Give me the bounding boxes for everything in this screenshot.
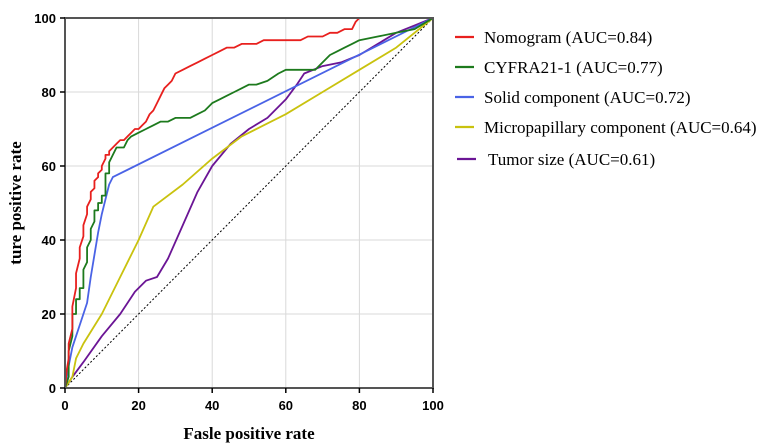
y-axis-title: ture positive rate xyxy=(6,141,25,265)
legend-label-0: Nomogram (AUC=0.84) xyxy=(484,28,652,47)
x-tick-label: 0 xyxy=(61,398,68,413)
legend-label-4: Tumor size (AUC=0.61) xyxy=(488,150,655,169)
x-tick-label: 40 xyxy=(205,398,219,413)
x-tick-label: 80 xyxy=(352,398,366,413)
y-tick-label: 60 xyxy=(42,159,56,174)
series-group xyxy=(64,17,434,389)
legend-label-1: CYFRA21-1 (AUC=0.77) xyxy=(484,58,663,77)
x-tick-label: 100 xyxy=(422,398,444,413)
series-line-3 xyxy=(64,17,434,389)
reference-diagonal-line xyxy=(64,17,434,389)
legend: Nomogram (AUC=0.84) CYFRA21-1 (AUC=0.77) S… xyxy=(455,28,757,169)
x-axis-title: Fasle positive rate xyxy=(183,424,315,443)
y-tick-label: 80 xyxy=(42,85,56,100)
y-tick-label: 100 xyxy=(34,11,56,26)
series-line-0 xyxy=(64,17,433,389)
y-tick-label: 20 xyxy=(42,307,56,322)
plot-frame xyxy=(64,17,434,389)
legend-label-3: Micropapillary component (AUC=0.64) xyxy=(484,118,757,137)
series-line-2 xyxy=(64,17,434,389)
series-line-1 xyxy=(64,17,434,389)
axis-ticks: 0 20 40 60 80 100 0 20 40 60 80 100 xyxy=(34,11,444,413)
x-tick-label: 60 xyxy=(279,398,293,413)
y-tick-label: 40 xyxy=(42,233,56,248)
legend-label-2: Solid component (AUC=0.72) xyxy=(484,88,691,107)
x-tick-label: 20 xyxy=(131,398,145,413)
y-tick-label: 0 xyxy=(49,381,56,396)
